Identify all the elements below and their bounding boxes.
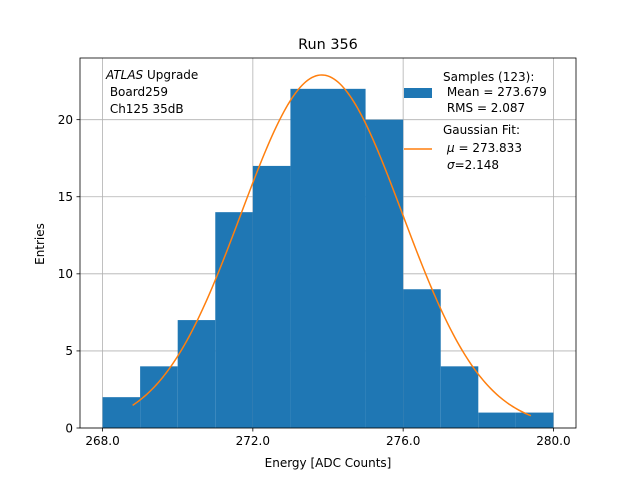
- histogram-bar: [140, 366, 178, 428]
- x-tick-label: 272.0: [236, 434, 270, 448]
- svg-text:σ=2.148: σ=2.148: [447, 158, 499, 172]
- gaussian-fit-curve: [132, 74, 532, 417]
- legend-fit-mu-symbol: μ: [446, 141, 455, 155]
- annotation-atlas: ATLAS: [105, 68, 144, 82]
- svg-text:μ = 273.833: μ = 273.833: [446, 141, 522, 155]
- legend: Samples (123): Mean = 273.679 RMS = 2.08…: [404, 70, 547, 172]
- x-tick-label: 276.0: [386, 434, 420, 448]
- svg-text:ATLAS Upgrade: ATLAS Upgrade: [105, 68, 198, 82]
- legend-samples-swatch: [404, 88, 432, 98]
- y-tick-label: 15: [58, 190, 73, 204]
- x-axis-label: Energy [ADC Counts]: [265, 456, 392, 470]
- annotation-channel: Ch125 35dB: [106, 102, 184, 116]
- annotation-upgrade: Upgrade: [143, 68, 198, 82]
- annotation-board: Board259: [106, 85, 168, 99]
- legend-fit-title: Gaussian Fit:: [443, 123, 520, 137]
- histogram-bar: [215, 212, 253, 428]
- y-tick-label: 5: [65, 344, 73, 358]
- y-tick-label: 20: [58, 113, 73, 127]
- histogram-bar: [478, 412, 516, 428]
- histogram-bar: [290, 88, 328, 428]
- histogram-bar: [403, 289, 441, 428]
- legend-fit-mu-value: = 273.833: [455, 141, 522, 155]
- plot-frame: [79, 57, 577, 429]
- legend-samples-mean: Mean = 273.679: [443, 85, 547, 99]
- axes: 268.0 272.0 276.0 280.0 0 5 10 15 20: [58, 57, 577, 448]
- y-tick-label: 0: [65, 421, 73, 435]
- legend-fit-sigma-value: =2.148: [455, 158, 499, 172]
- y-axis-label: Entries: [33, 223, 47, 265]
- histogram-bars: [102, 88, 554, 429]
- x-tick-label: 280.0: [536, 434, 570, 448]
- histogram-bar: [365, 119, 404, 429]
- histogram-bar: [440, 366, 479, 428]
- histogram-bar: [328, 88, 366, 428]
- legend-samples-title: Samples (123):: [443, 70, 534, 84]
- x-tick-label: 268.0: [85, 434, 119, 448]
- legend-fit-sigma-symbol: σ: [447, 158, 455, 172]
- histogram-bar: [515, 412, 554, 428]
- y-tick-label: 10: [58, 267, 73, 281]
- histogram-bar: [177, 320, 216, 428]
- gaussian-fit: [132, 74, 532, 417]
- histogram-bar: [252, 165, 291, 428]
- annotation-box: ATLAS Upgrade Board259 Ch125 35dB: [105, 68, 198, 116]
- legend-samples-rms: RMS = 2.087: [443, 101, 525, 115]
- chart-title: Run 356: [298, 37, 358, 53]
- histogram-bar: [102, 397, 141, 428]
